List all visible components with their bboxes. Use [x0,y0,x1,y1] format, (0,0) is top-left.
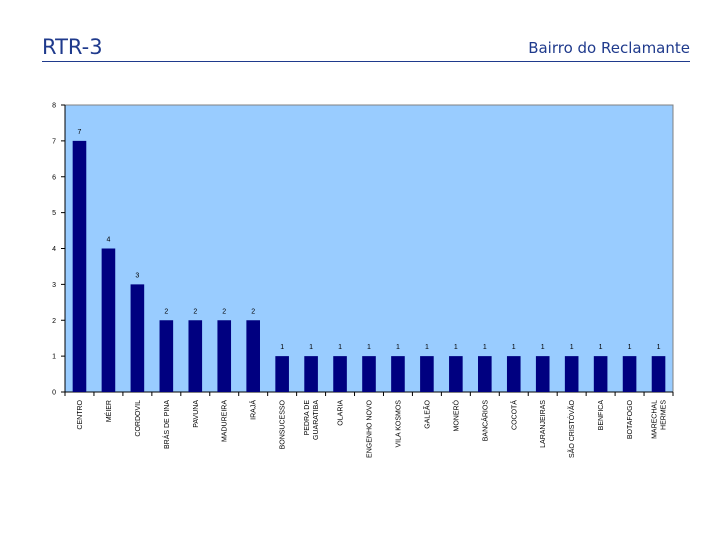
bar [651,356,666,392]
data-label: 1 [309,344,313,351]
data-label: 7 [78,129,82,136]
y-tick-label: 8 [52,103,56,110]
bar [217,320,232,392]
x-tick-label: PEDRA DE [304,400,311,436]
page-subtitle: Bairro do Reclamante [528,39,690,57]
x-tick-label: MADUREIRA [222,400,229,442]
bar [478,356,492,392]
bar [420,356,434,392]
bar [188,320,203,392]
bar [564,356,579,392]
data-label: 1 [396,344,400,351]
bar [72,140,87,392]
data-label: 1 [599,344,603,351]
y-tick-label: 1 [52,354,56,361]
x-tick-label: CORDOVIL [135,400,142,437]
bar [506,356,521,392]
data-label: 1 [628,344,632,351]
x-tick-label: BANCÁRIOS [480,400,489,442]
x-tick-label: ENGENHO NOVO [367,399,374,458]
x-tick-label: IRAJÁ [249,400,258,420]
data-label: 4 [106,237,110,244]
data-label: 2 [164,308,168,315]
data-label: 2 [193,308,197,315]
y-tick-label: 7 [52,138,56,145]
bar [449,356,463,392]
bar [333,356,347,392]
y-tick-label: 5 [52,210,56,217]
data-label: 1 [367,344,371,351]
data-label: 1 [541,344,545,351]
x-tick-label: MONERÓ [451,399,460,431]
y-tick-label: 3 [52,282,56,289]
x-tick-label: MARECHAL [652,400,659,439]
bar [130,284,145,392]
x-tick-label: CENTRO [77,399,84,429]
bar [304,356,318,392]
bar [535,356,550,392]
bar [275,356,289,392]
x-tick-label: PAVUNA [193,400,200,428]
x-tick-label: BONSUCESSO [280,399,287,449]
x-tick-label: BENFICA [598,400,605,431]
data-label: 1 [657,344,661,351]
y-tick-label: 2 [52,318,56,325]
bar [246,320,260,392]
x-tick-label: BOTAFOGO [627,399,634,439]
data-label: 3 [135,272,139,279]
bar [362,356,376,392]
x-tick-label: SÃO CRISTÓVÃO [567,399,576,458]
data-label: 1 [483,344,487,351]
data-label: 1 [338,344,342,351]
y-tick-label: 4 [52,246,56,253]
x-tick-label: GUARATIBA [313,400,320,440]
bar [159,320,174,392]
x-tick-label: BRÁS DE PINA [162,400,171,449]
x-tick-label: HERMES [661,400,668,430]
data-label: 2 [222,308,226,315]
data-label: 1 [280,344,284,351]
x-tick-label: COCOTÁ [509,400,518,430]
data-label: 1 [512,344,516,351]
y-tick-label: 0 [52,390,56,397]
x-tick-label: VILA KOSMOS [395,400,402,448]
data-label: 1 [425,344,429,351]
x-tick-label: LARANJEIRAS [540,400,547,448]
bar [593,356,608,392]
page-title: RTR-3 [42,35,103,59]
bar [101,248,116,392]
x-tick-label: GALEÃO [422,399,431,428]
data-label: 2 [251,308,255,315]
x-tick-label: MÉIER [104,400,113,422]
data-label: 1 [570,344,574,351]
data-label: 1 [454,344,458,351]
y-tick-label: 6 [52,174,56,181]
title-underline [42,61,690,62]
bar [391,356,405,392]
bar [622,356,637,392]
x-tick-label: OLARIA [338,400,345,426]
